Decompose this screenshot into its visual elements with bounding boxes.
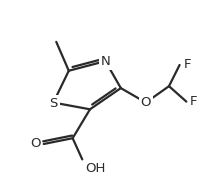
Text: S: S: [49, 97, 58, 110]
Text: F: F: [183, 59, 191, 71]
Text: OH: OH: [85, 162, 105, 175]
Text: O: O: [30, 137, 41, 151]
Text: N: N: [101, 55, 110, 68]
Text: F: F: [190, 95, 198, 108]
Text: O: O: [141, 96, 151, 109]
